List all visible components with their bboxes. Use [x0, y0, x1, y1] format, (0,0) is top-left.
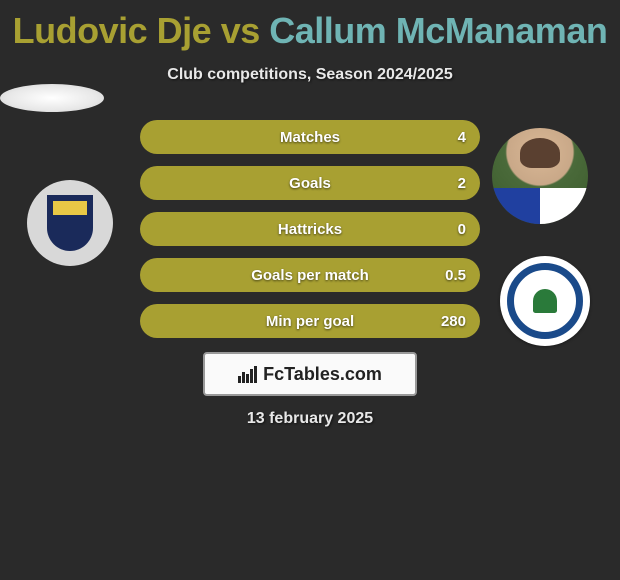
player2-avatar	[492, 128, 588, 224]
watermark-text: FcTables.com	[263, 364, 382, 385]
player1-name: Ludovic Dje	[13, 10, 212, 51]
player2-shirt	[492, 188, 588, 224]
stats-container: Matches 4 Goals 2 Hattricks 0 Goals per match 0…	[140, 120, 480, 350]
stat-row: Goals per match 0.5	[140, 258, 480, 292]
player2-name: Callum McManaman	[269, 10, 607, 51]
player1-avatar-placeholder	[0, 84, 104, 112]
bar-chart-icon	[238, 366, 257, 383]
player2-club-badge	[500, 256, 590, 346]
stat-value-right: 0.5	[445, 267, 466, 284]
stat-row: Matches 4	[140, 120, 480, 154]
badge-ring-icon	[507, 263, 583, 339]
stat-value-right: 4	[458, 129, 466, 146]
tree-icon	[533, 289, 557, 313]
stat-value-right: 280	[441, 313, 466, 330]
stat-row: Goals 2	[140, 166, 480, 200]
stat-row: Min per goal 280	[140, 304, 480, 338]
comparison-title: Ludovic Dje vs Callum McManaman	[0, 0, 620, 52]
stat-label: Hattricks	[278, 221, 342, 238]
stat-value-right: 2	[458, 175, 466, 192]
shield-icon	[47, 195, 93, 251]
stat-label: Matches	[280, 129, 340, 146]
stat-label: Min per goal	[266, 313, 354, 330]
player1-club-badge	[27, 180, 113, 266]
subtitle: Club competitions, Season 2024/2025	[0, 66, 620, 84]
stat-value-right: 0	[458, 221, 466, 238]
comparison-date: 13 february 2025	[0, 410, 620, 428]
stat-row: Hattricks 0	[140, 212, 480, 246]
vs-text: vs	[211, 10, 269, 51]
stat-label: Goals	[289, 175, 331, 192]
watermark[interactable]: FcTables.com	[203, 352, 417, 396]
stat-label: Goals per match	[251, 267, 369, 284]
